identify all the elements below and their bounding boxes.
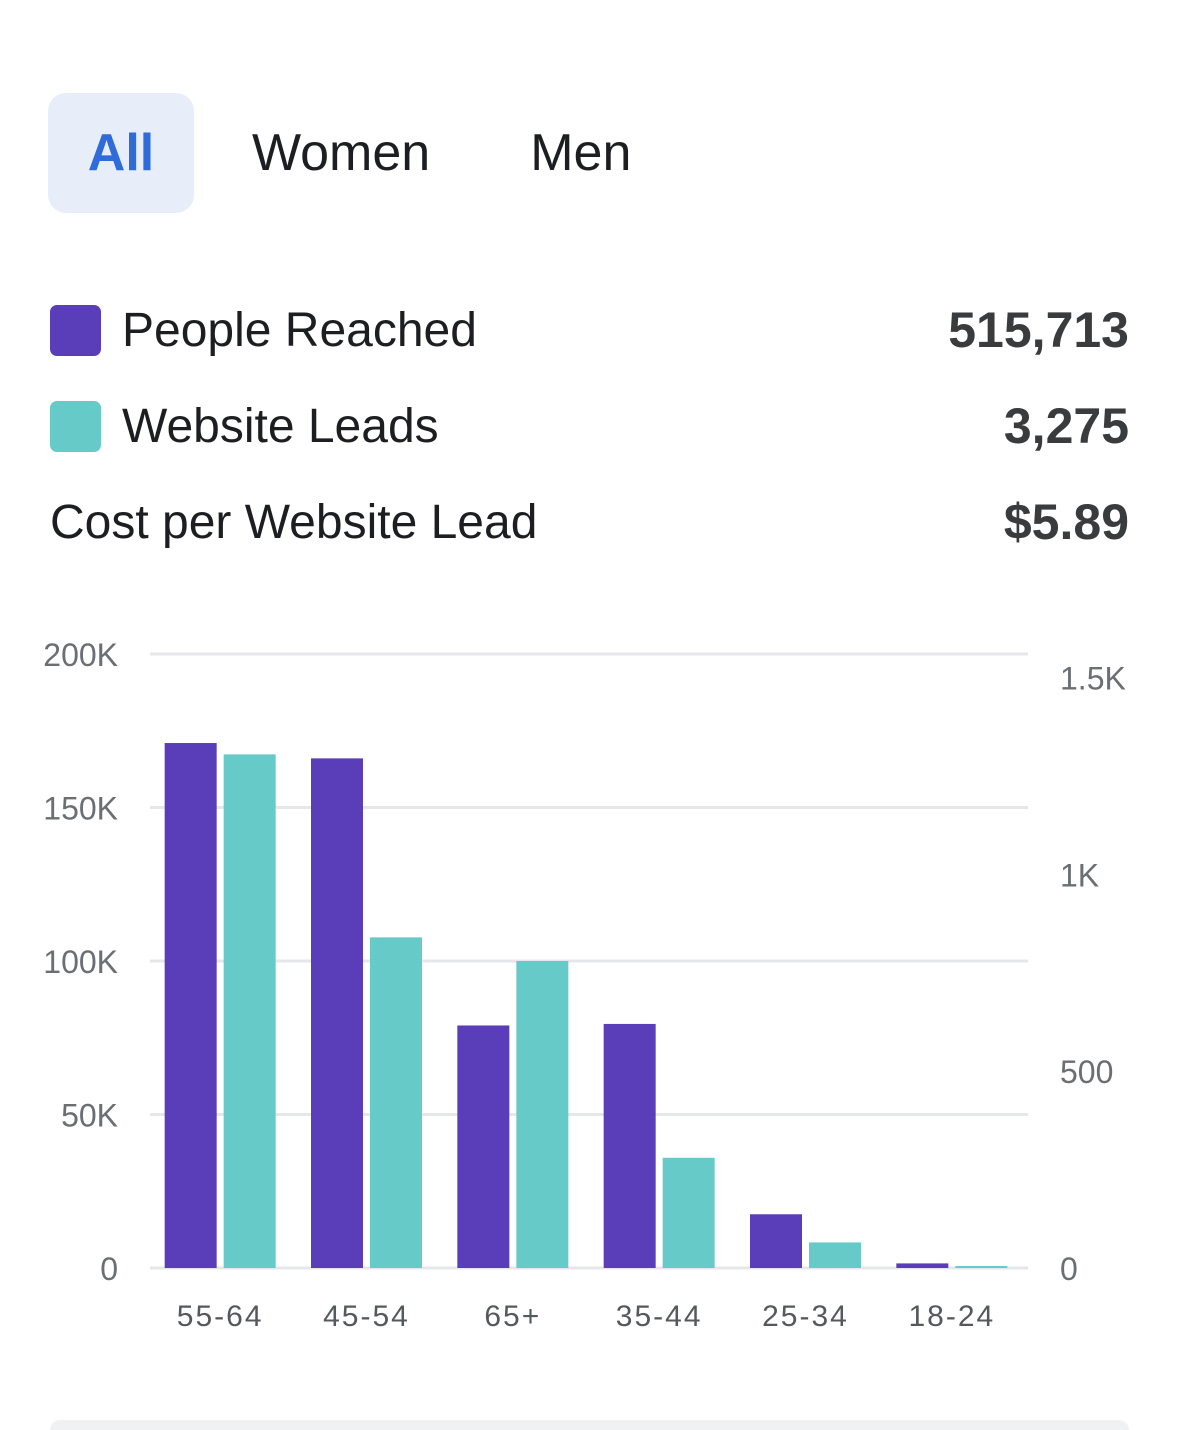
y-right-tick-label: 1K xyxy=(1060,857,1099,893)
bar-people-reached xyxy=(896,1263,949,1268)
bar-website-leads xyxy=(809,1242,861,1268)
tab-all[interactable]: All xyxy=(48,93,194,213)
x-tick-label: 55-64 xyxy=(177,1300,264,1333)
gender-tabs: All Women Men xyxy=(48,93,631,213)
tab-men[interactable]: Men xyxy=(530,124,632,182)
y-left-tick-label: 50K xyxy=(61,1098,118,1134)
metric-website-leads: Website Leads 3,275 xyxy=(50,378,1129,474)
y-left-tick-label: 0 xyxy=(100,1251,118,1287)
bar-people-reached xyxy=(311,758,363,1268)
bar-people-reached xyxy=(457,1025,510,1268)
y-left-tick-label: 200K xyxy=(43,637,118,673)
tab-women[interactable]: Women xyxy=(252,124,431,182)
people-reached-label: People Reached xyxy=(122,303,477,357)
metric-cost-per-lead: Cost per Website Lead $5.89 xyxy=(50,474,1129,570)
cost-per-lead-value: $5.89 xyxy=(1003,494,1129,550)
people-reached-legend-swatch xyxy=(50,304,101,356)
x-tick-label: 35-44 xyxy=(616,1300,703,1333)
y-right-tick-label: 0 xyxy=(1060,1251,1078,1287)
bar-website-leads xyxy=(662,1157,715,1268)
next-card-edge xyxy=(50,1420,1129,1430)
bar-chart-svg: 0 50K 100K 150K 200K 0 500 1K 1.5K 55-64 45-54 65+ 3… xyxy=(43,637,1126,1333)
metric-people-reached: People Reached 515,713 xyxy=(50,282,1129,378)
website-leads-label: Website Leads xyxy=(122,399,439,453)
website-leads-value: 3,275 xyxy=(1003,398,1129,454)
bar-website-leads xyxy=(223,754,276,1268)
bar-website-leads xyxy=(516,961,569,1268)
x-tick-label: 65+ xyxy=(484,1300,541,1333)
website-leads-legend-swatch xyxy=(50,400,101,452)
y-left-tick-label: 100K xyxy=(43,944,118,980)
x-tick-label: 18-24 xyxy=(908,1300,995,1333)
metrics-summary: People Reached 515,713 Website Leads 3,2… xyxy=(50,282,1129,570)
x-tick-label: 25-34 xyxy=(762,1300,849,1333)
x-tick-label: 45-54 xyxy=(323,1300,410,1333)
bar-website-leads xyxy=(955,1266,1008,1268)
bar-website-leads xyxy=(370,937,422,1268)
bar-people-reached xyxy=(603,1023,656,1268)
y-left-tick-label: 150K xyxy=(43,791,118,827)
age-breakdown-chart: 0 50K 100K 150K 200K 0 500 1K 1.5K 55-64 45-54 65+ 3… xyxy=(0,620,1179,1350)
bar-people-reached xyxy=(164,743,217,1268)
cost-per-lead-label: Cost per Website Lead xyxy=(50,495,538,549)
y-right-tick-label: 500 xyxy=(1060,1054,1113,1090)
bar-people-reached xyxy=(750,1214,802,1268)
people-reached-value: 515,713 xyxy=(948,302,1129,358)
y-right-tick-label: 1.5K xyxy=(1060,661,1126,697)
